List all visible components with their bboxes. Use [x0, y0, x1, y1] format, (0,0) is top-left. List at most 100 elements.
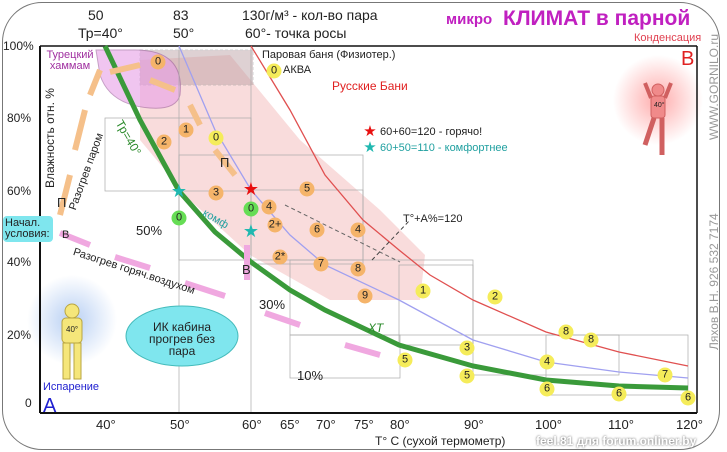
y-tick: 100% — [3, 39, 34, 53]
evaporation-label: Испарение — [43, 381, 100, 393]
label-50deg: 50° — [173, 25, 195, 41]
x-tick: 60° — [242, 417, 262, 432]
title: КЛИМАТ в парной — [503, 7, 691, 30]
marker-green: 0 — [243, 201, 259, 217]
ir-cabin-region — [125, 305, 239, 367]
star-hot-icon: ★ — [243, 179, 259, 199]
marker-yellow: 8 — [583, 332, 599, 348]
x-tick: 70° — [316, 417, 336, 432]
y-tick: 60% — [7, 184, 32, 198]
marker-yellow: 8 — [558, 324, 574, 340]
marker-orange: 1 — [178, 122, 194, 138]
marker-yellow: 6 — [611, 386, 627, 402]
steam-bath-label: Паровая баня (Физиотер.) — [262, 49, 396, 61]
y-tick: 20% — [7, 328, 32, 342]
marker-aqua: 0 — [266, 63, 282, 79]
p-label: П — [57, 195, 67, 210]
marker-yellow: 6 — [539, 381, 555, 397]
b-label: В — [242, 262, 251, 277]
frame — [2, 2, 720, 450]
x-tick: 100° — [535, 417, 562, 432]
y-tick: 80% — [7, 111, 32, 125]
dew-60-curve — [250, 45, 689, 367]
x-tick: 80° — [390, 417, 410, 432]
marker-yellow: 4 — [539, 354, 555, 370]
russian-bath-band — [140, 55, 425, 300]
x-tick: 120° — [676, 417, 703, 432]
marker-orange: 7 — [313, 256, 329, 272]
marker-yellow: 1 — [415, 283, 431, 299]
legend-hot-icon: ★ — [363, 123, 376, 140]
letter-a: A — [43, 395, 57, 417]
marker-yellow: 2 — [487, 289, 503, 305]
p-label: П — [220, 155, 230, 170]
marker-orange: 8 — [350, 261, 366, 277]
marker-yellow: 5 — [397, 352, 413, 368]
aqua-label: АКВА — [283, 64, 312, 76]
formula-line — [284, 204, 401, 263]
x-tick: 40° — [96, 417, 116, 432]
x-tick: 50° — [170, 417, 190, 432]
body-temp-hot: 40° — [654, 102, 665, 109]
formula-label: T°+A%=120 — [403, 213, 463, 225]
site-text: WWW.GORNILO.ru — [707, 34, 721, 140]
label-83: 83 — [173, 7, 189, 23]
title-small: микро — [446, 11, 493, 28]
x-tick: 65° — [280, 417, 300, 432]
marker-orange: 2 — [156, 134, 172, 150]
x-tick: 75° — [354, 417, 374, 432]
humidity-50: 50% — [136, 223, 163, 238]
y-tick: 40% — [7, 255, 32, 269]
marker-orange: 5 — [299, 181, 315, 197]
legend-comfort: 60+50=110 - комфортнее — [380, 142, 508, 154]
star-comfort-icon: ★ — [243, 221, 259, 241]
marker-yellow: 0 — [208, 130, 224, 146]
hammam-label: Турецкий хаммам — [46, 49, 94, 72]
formula-pointer — [371, 219, 411, 261]
xt-label: ХТ — [368, 321, 384, 335]
body-temp-cool: 40° — [66, 325, 79, 334]
label-dew: 60°- точка росы — [245, 25, 347, 41]
marker-yellow: 5 — [459, 368, 475, 384]
x-tick: 90° — [464, 417, 484, 432]
marker-orange: 2* — [272, 249, 288, 265]
marker-orange: 0 — [150, 54, 166, 70]
star-comfort-icon: ★ — [171, 181, 187, 201]
x-axis-label: T° C (сухой термометр) — [375, 434, 506, 448]
marker-orange: 9 — [357, 288, 373, 304]
air-heating-arrows — [58, 230, 381, 358]
marker-orange: 4 — [350, 222, 366, 238]
marker-orange: 2+ — [267, 217, 283, 233]
condensation-label: Конденсация — [634, 32, 702, 44]
marker-orange: 4 — [261, 199, 277, 215]
x-tick: 110° — [608, 417, 634, 432]
humidity-10: 10% — [297, 368, 324, 383]
hot-person-icon — [642, 82, 673, 155]
y-tick: 0 — [25, 396, 32, 410]
marker-yellow: 6 — [680, 390, 696, 406]
author-text: Ляхов В.Н. 926 532 7174 — [707, 213, 721, 350]
marker-orange: 3 — [208, 185, 224, 201]
marker-orange: 6 — [309, 222, 325, 238]
marker-green: 0 — [171, 210, 187, 226]
marker-yellow: 3 — [459, 340, 475, 356]
letter-b: B — [681, 48, 695, 70]
legend-hot: 60+60=120 - горячо! — [380, 126, 483, 138]
steam-heating-arrows — [57, 62, 238, 216]
label-amount: 130г/м³ - кол-во пара — [242, 7, 378, 23]
y-axis-label: Влажность отн. % — [43, 88, 57, 188]
cool-person-icon — [61, 303, 83, 380]
russian-bath-label: Русские Бани — [332, 79, 408, 93]
label-50: 50 — [88, 7, 104, 23]
legend-comfort-icon: ★ — [363, 139, 376, 156]
humidity-30: 30% — [259, 297, 286, 312]
dew-40-curve — [102, 44, 689, 391]
ir-cabin-label: ИК кабина прогрев без пара — [149, 320, 215, 358]
watermark: feel.81 для forum.onliner.by — [536, 434, 697, 448]
start-conditions: Начал. условия: — [3, 216, 53, 242]
marker-yellow: 7 — [657, 367, 673, 383]
label-tr40: Тр=40° — [78, 25, 123, 41]
dew-50-curve — [178, 45, 689, 379]
b-label: В — [62, 229, 70, 241]
